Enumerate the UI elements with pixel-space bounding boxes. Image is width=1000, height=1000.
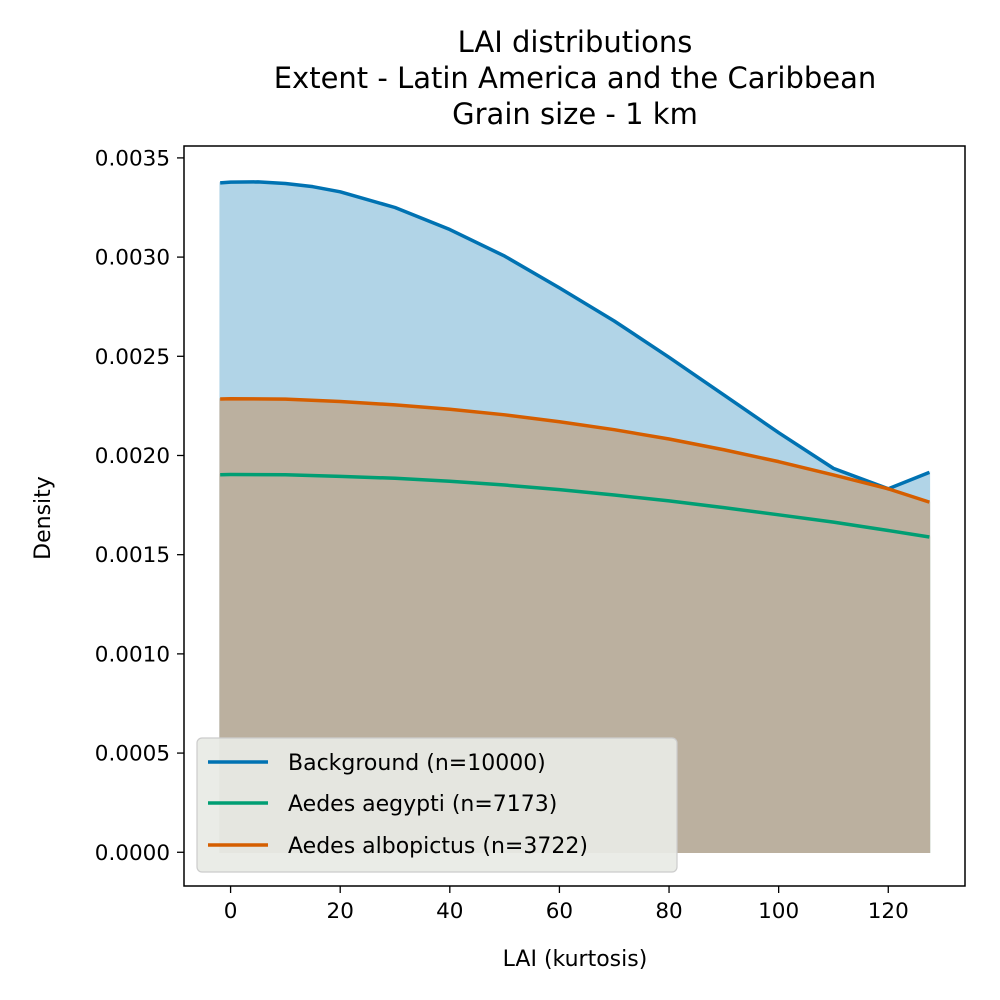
x-axis-ticks: 0 20 40 60 80 100 120 bbox=[224, 886, 909, 924]
x-tick-label: 60 bbox=[546, 899, 573, 924]
x-axis-label: LAI (kurtosis) bbox=[503, 947, 648, 972]
legend-label-aedes-albopictus: Aedes albopictus (n=3722) bbox=[288, 834, 588, 859]
x-tick-label: 120 bbox=[868, 899, 909, 924]
line-aedes-aegypti bbox=[220, 472, 930, 539]
density-lines bbox=[220, 180, 931, 539]
y-tick-label: 0.0000 bbox=[95, 841, 170, 866]
y-tick-label: 0.0020 bbox=[95, 444, 170, 469]
y-tick-label: 0.0015 bbox=[95, 543, 170, 568]
y-tick-label: 0.0005 bbox=[95, 742, 170, 767]
x-tick-label: 0 bbox=[224, 899, 238, 924]
y-tick-label: 0.0010 bbox=[95, 642, 170, 667]
chart-title-line-3: Grain size - 1 km bbox=[452, 97, 698, 131]
legend-label-background: Background (n=10000) bbox=[288, 751, 546, 776]
y-tick-label: 0.0035 bbox=[95, 146, 170, 171]
line-background bbox=[220, 180, 931, 491]
legend-box bbox=[196, 737, 678, 873]
line-aedes-albopictus bbox=[220, 397, 930, 504]
y-axis-label: Density bbox=[31, 476, 56, 560]
y-axis-ticks: 0.0000 0.0005 0.0010 0.0015 0.0020 0.0025 0.00… bbox=[95, 146, 184, 866]
y-tick-label: 0.0025 bbox=[95, 345, 170, 370]
x-tick-label: 20 bbox=[327, 899, 354, 924]
x-tick-label: 40 bbox=[436, 899, 463, 924]
y-tick-label: 0.0030 bbox=[95, 246, 170, 271]
plot-frame bbox=[183, 145, 966, 887]
legend: Background (n=10000) Aedes aegypti (n=71… bbox=[196, 737, 678, 873]
x-tick-label: 100 bbox=[758, 899, 799, 924]
x-tick-label: 80 bbox=[655, 899, 682, 924]
chart-title-line-2: Extent - Latin America and the Caribbean bbox=[274, 61, 877, 95]
legend-label-aedes-aegypti: Aedes aegypti (n=7173) bbox=[288, 792, 557, 817]
chart-title-line-1: LAI distributions bbox=[458, 25, 693, 59]
chart-title: LAI distributions Extent - Latin America… bbox=[274, 25, 877, 131]
